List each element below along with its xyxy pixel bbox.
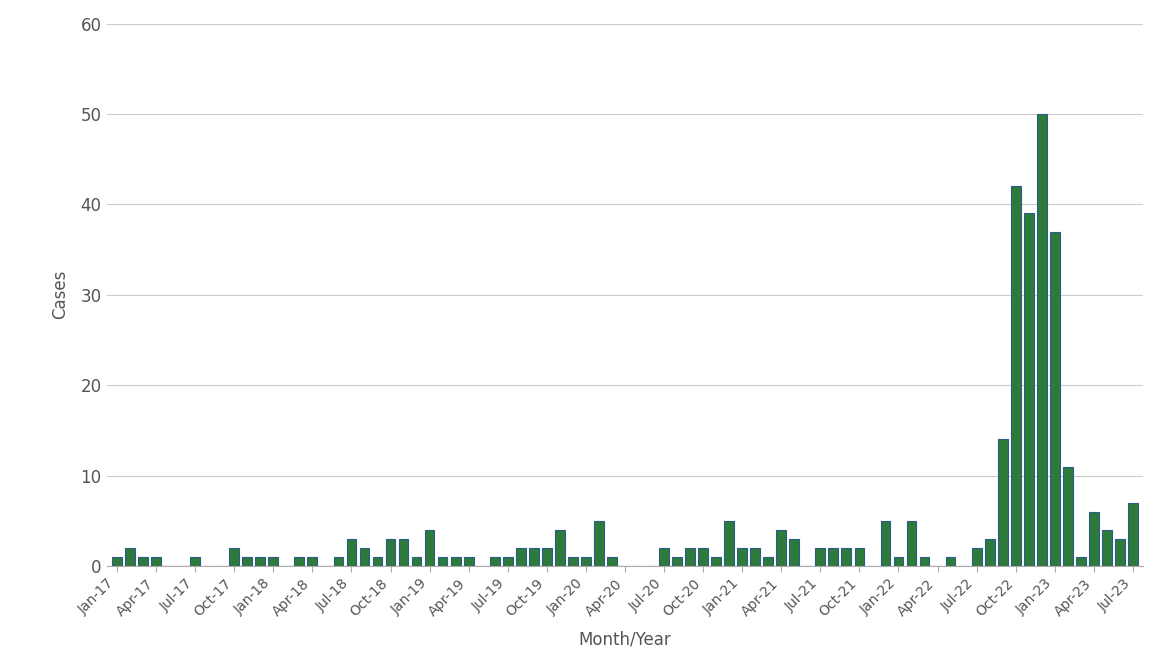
- X-axis label: Month/Year: Month/Year: [579, 630, 672, 648]
- Bar: [828, 548, 839, 566]
- Bar: [464, 557, 473, 566]
- Bar: [138, 557, 148, 566]
- Bar: [945, 557, 956, 566]
- Bar: [412, 557, 421, 566]
- Bar: [855, 548, 864, 566]
- Bar: [230, 548, 239, 566]
- Y-axis label: Cases: Cases: [51, 270, 70, 319]
- Bar: [1050, 231, 1059, 566]
- Bar: [242, 557, 252, 566]
- Bar: [1063, 467, 1073, 566]
- Bar: [113, 557, 122, 566]
- Bar: [190, 557, 200, 566]
- Bar: [711, 557, 722, 566]
- Bar: [1128, 503, 1138, 566]
- Bar: [841, 548, 851, 566]
- Bar: [334, 557, 343, 566]
- Bar: [1010, 186, 1021, 566]
- Bar: [724, 521, 734, 566]
- Bar: [399, 539, 408, 566]
- Bar: [360, 548, 369, 566]
- Bar: [594, 521, 604, 566]
- Bar: [516, 548, 525, 566]
- Bar: [347, 539, 356, 566]
- Bar: [659, 548, 669, 566]
- Bar: [815, 548, 825, 566]
- Bar: [1089, 511, 1099, 566]
- Bar: [1102, 530, 1111, 566]
- Bar: [451, 557, 461, 566]
- Bar: [385, 539, 396, 566]
- Bar: [751, 548, 760, 566]
- Bar: [972, 548, 981, 566]
- Bar: [738, 548, 747, 566]
- Bar: [502, 557, 513, 566]
- Bar: [1076, 557, 1086, 566]
- Bar: [672, 557, 682, 566]
- Bar: [985, 539, 994, 566]
- Bar: [1037, 114, 1046, 566]
- Bar: [372, 557, 383, 566]
- Bar: [529, 548, 538, 566]
- Bar: [907, 521, 916, 566]
- Bar: [542, 548, 552, 566]
- Bar: [425, 530, 435, 566]
- Bar: [437, 557, 448, 566]
- Bar: [307, 557, 317, 566]
- Bar: [607, 557, 617, 566]
- Bar: [581, 557, 590, 566]
- Bar: [490, 557, 500, 566]
- Bar: [125, 548, 135, 566]
- Bar: [790, 539, 799, 566]
- Bar: [1115, 539, 1125, 566]
- Bar: [554, 530, 565, 566]
- Bar: [255, 557, 266, 566]
- Bar: [1024, 213, 1034, 566]
- Bar: [698, 548, 708, 566]
- Bar: [776, 530, 786, 566]
- Bar: [763, 557, 773, 566]
- Bar: [568, 557, 578, 566]
- Bar: [893, 557, 904, 566]
- Bar: [998, 440, 1008, 566]
- Bar: [686, 548, 695, 566]
- Bar: [920, 557, 929, 566]
- Bar: [151, 557, 161, 566]
- Bar: [880, 521, 891, 566]
- Bar: [268, 557, 278, 566]
- Bar: [295, 557, 304, 566]
